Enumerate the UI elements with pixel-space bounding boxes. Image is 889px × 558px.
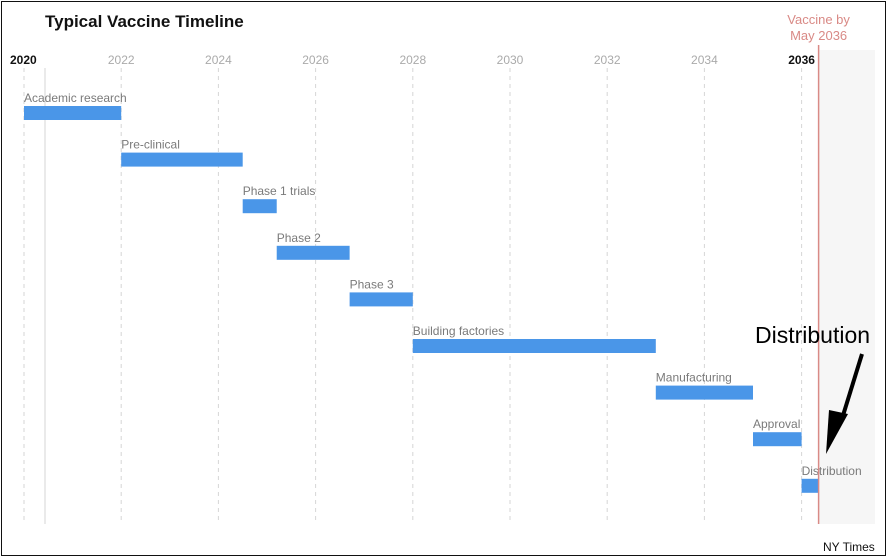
task-label: Distribution <box>802 464 862 478</box>
vaccine-marker-label-1: Vaccine by <box>787 12 850 27</box>
task-bar <box>121 152 243 167</box>
source-label: NY Times <box>823 540 875 554</box>
annotation-arrow-icon <box>826 353 864 454</box>
task-bar <box>276 245 350 260</box>
task-label: Pre-clinical <box>121 138 180 152</box>
x-tick-label: 2032 <box>594 53 621 67</box>
task-label: Academic research <box>24 91 127 105</box>
task-label: Phase 3 <box>350 277 394 291</box>
task-label: Phase 1 trials <box>243 184 316 198</box>
x-tick-label: 2026 <box>302 53 329 67</box>
x-tick-label: 2036 <box>788 53 815 67</box>
distribution-annotation: Distribution <box>755 322 870 348</box>
x-tick-labels: 2020 2022 2024 2026 2028 2030 2032 2034 2036 <box>10 53 815 67</box>
task-bar <box>349 292 413 307</box>
task-bar <box>412 339 656 353</box>
task-bars <box>24 106 819 493</box>
task-label: Approval <box>753 417 800 431</box>
x-tick-label: 2022 <box>108 53 135 67</box>
task-bar <box>753 432 802 447</box>
task-label: Building factories <box>413 324 504 338</box>
x-tick-label: 2028 <box>399 53 426 67</box>
x-tick-label: 2034 <box>691 53 718 67</box>
task-labels: Academic research Pre-clinical Phase 1 tri… <box>24 91 862 478</box>
task-bar <box>24 106 122 120</box>
task-label: Manufacturing <box>656 371 732 385</box>
chart-title: Typical Vaccine Timeline <box>45 12 244 31</box>
x-tick-label: 2024 <box>205 53 232 67</box>
x-tick-label: 2020 <box>10 53 37 67</box>
task-bar <box>655 385 753 400</box>
vaccine-marker-label-2: May 2036 <box>790 28 847 43</box>
task-label: Phase 2 <box>277 231 321 245</box>
task-bar <box>801 478 819 493</box>
task-bar <box>242 199 277 214</box>
x-tick-label: 2030 <box>497 53 524 67</box>
future-shade <box>818 50 875 524</box>
